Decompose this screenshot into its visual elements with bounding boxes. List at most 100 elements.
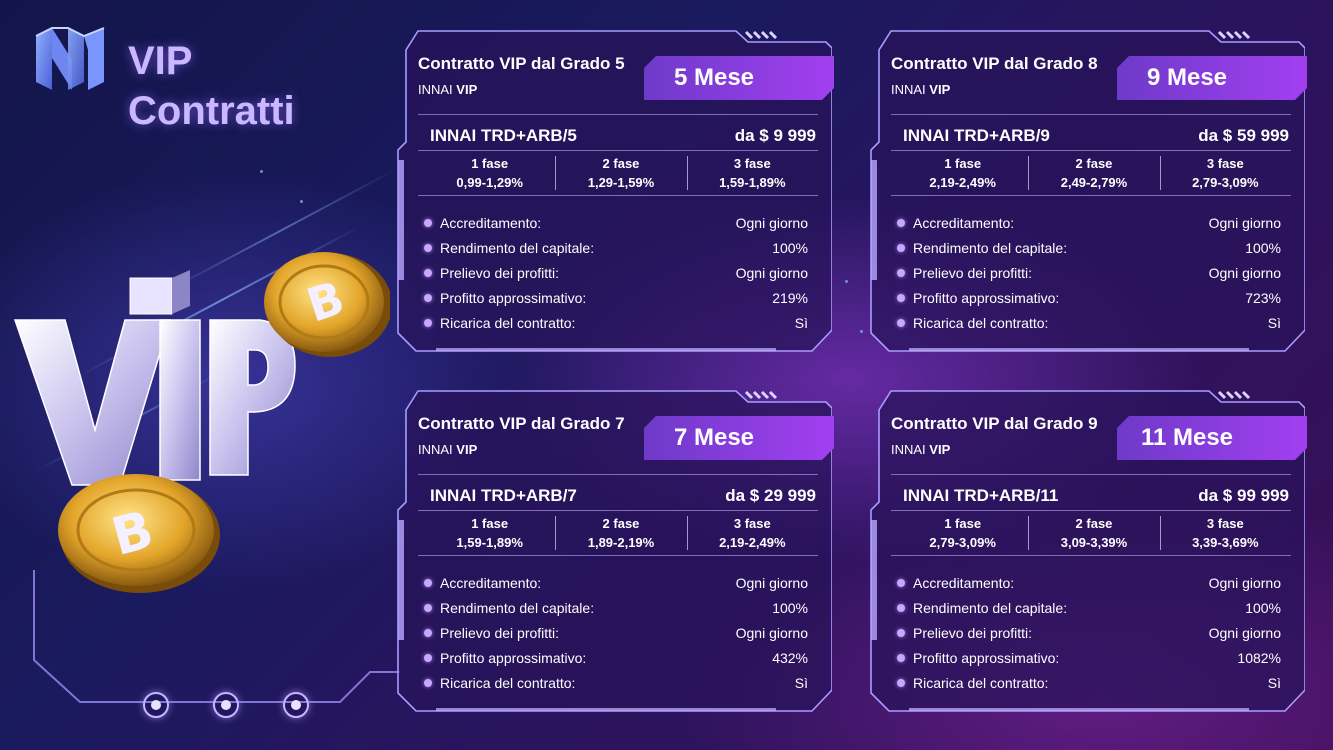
phase-cell: 3 fase 2,79-3,09% [1159,154,1291,192]
list-item: Accreditamento: Ogni giorno [897,210,1281,235]
feature-list: Accreditamento: Ogni giorno Rendimento de… [424,210,808,335]
contract-card: Contratto VIP dal Grado 5 INNAI VIP 5 Me… [396,30,834,352]
contract-card: Contratto VIP dal Grado 8 INNAI VIP 9 Me… [869,30,1307,352]
phase-cell: 1 fase 0,99-1,29% [456,156,523,190]
sparkle [300,200,303,203]
pager-dot-2[interactable] [213,692,239,718]
list-item: Profitto approssimativo: 219% [424,285,808,310]
list-item: Prelievo dei profitti: Ogni giorno [424,620,808,645]
product-name: INNAI TRD+ARB/9 [903,126,1050,145]
divider [418,150,818,151]
phase-cell: 2 fase 3,09-3,39% [1028,514,1159,552]
bullet-icon [897,628,905,637]
contract-card: Contratto VIP dal Grado 7 INNAI VIP 7 Me… [396,390,834,712]
card-subtitle: INNAI VIP [891,82,951,97]
bullet-icon [897,268,905,277]
list-item: Accreditamento: Ogni giorno [424,210,808,235]
pager-dot-1[interactable] [143,692,169,718]
phase-cell: 3 fase 3,39-3,69% [1159,514,1291,552]
product-price: da $ 29 999 [725,486,816,505]
card-subtitle: INNAI VIP [418,442,478,457]
list-item: Profitto approssimativo: 1082% [897,645,1281,670]
contract-card: Contratto VIP dal Grado 9 INNAI VIP 11 M… [869,390,1307,712]
divider [418,510,818,511]
list-item: Ricarica del contratto: Sì [897,310,1281,335]
list-item: Rendimento del capitale: 100% [424,235,808,260]
bullet-icon [424,653,432,662]
product-name: INNAI TRD+ARB/5 [430,126,577,145]
bullet-icon [424,243,432,252]
bullet-icon [424,318,432,327]
duration-badge: 5 Mese [673,64,755,91]
phase-table: 1 fase 2,79-3,09% 2 fase 3,09-3,39% 3 fase… [897,514,1291,552]
bullet-icon [897,678,905,687]
card-frame [397,30,832,352]
list-item: Rendimento del capitale: 100% [424,595,808,620]
bullet-icon [424,218,432,227]
phase-cell: 1 fase 1,59-1,89% [456,516,523,550]
phase-table: 1 fase 1,59-1,89% 2 fase 1,89-2,19% 3 fase… [424,514,818,552]
feature-list: Accreditamento: Ogni giorno Rendimento de… [897,570,1281,695]
feature-list: Accreditamento: Ogni giorno Rendimento de… [424,570,808,695]
bullet-icon [424,678,432,687]
pager-dot-3[interactable] [283,692,309,718]
phase-cell: 1 fase 2,19-2,49% [929,156,996,190]
bullet-icon [897,578,905,587]
divider [891,195,1291,196]
divider [891,474,1291,475]
bullet-icon [424,603,432,612]
card-title: Contratto VIP dal Grado 7 [418,414,625,433]
list-item: Ricarica del contratto: Sì [897,670,1281,695]
list-item: Profitto approssimativo: 432% [424,645,808,670]
list-item: Profitto approssimativo: 723% [897,285,1281,310]
product-price: da $ 9 999 [734,126,816,145]
card-frame [397,390,832,712]
phase-cell: 1 fase 2,79-3,09% [929,516,996,550]
divider [891,114,1291,115]
duration-badge: 11 Mese [1140,424,1234,451]
phase-cell: 3 fase 2,19-2,49% [686,514,818,552]
card-subtitle: INNAI VIP [418,82,478,97]
list-item: Ricarica del contratto: Sì [424,310,808,335]
vip-3d-art: B B [13,252,390,593]
bullet-icon [424,268,432,277]
duration-badge-bg [1117,56,1307,100]
bullet-icon [424,293,432,302]
product-price: da $ 99 999 [1198,486,1289,505]
page-title-line1: VIP [128,39,193,83]
innai-logo [35,27,105,90]
sparkle [260,170,263,173]
bullet-icon [424,578,432,587]
product-name: INNAI TRD+ARB/11 [903,486,1059,505]
phase-cell: 3 fase 1,59-1,89% [686,154,818,192]
duration-badge-bg [1117,416,1307,460]
list-item: Prelievo dei profitti: Ogni giorno [897,620,1281,645]
divider [418,195,818,196]
phase-table: 1 fase 2,19-2,49% 2 fase 2,49-2,79% 3 fase… [897,154,1291,192]
sparkle [845,280,848,283]
duration-badge-bg [644,56,834,100]
page-title: VIP Contratti [128,36,295,136]
list-item: Rendimento del capitale: 100% [897,595,1281,620]
product-name: INNAI TRD+ARB/7 [430,486,577,505]
divider [418,474,818,475]
divider [891,555,1291,556]
bullet-icon [897,243,905,252]
phase-cell: 2 fase 1,89-2,19% [555,514,686,552]
card-subtitle: INNAI VIP [891,442,951,457]
list-item: Accreditamento: Ogni giorno [897,570,1281,595]
duration-badge: 9 Mese [1146,64,1228,91]
list-item: Prelievo dei profitti: Ogni giorno [424,260,808,285]
phase-table: 1 fase 0,99-1,29% 2 fase 1,29-1,59% 3 fase… [424,154,818,192]
card-frame [870,390,1305,712]
phase-cell: 2 fase 2,49-2,79% [1028,154,1159,192]
bullet-icon [424,628,432,637]
duration-badge-bg [644,416,834,460]
card-frame [870,30,1305,352]
bullet-icon [897,603,905,612]
phase-cell: 2 fase 1,29-1,59% [555,154,686,192]
list-item: Accreditamento: Ogni giorno [424,570,808,595]
card-title: Contratto VIP dal Grado 9 [891,414,1098,433]
feature-list: Accreditamento: Ogni giorno Rendimento de… [897,210,1281,335]
divider [418,114,818,115]
